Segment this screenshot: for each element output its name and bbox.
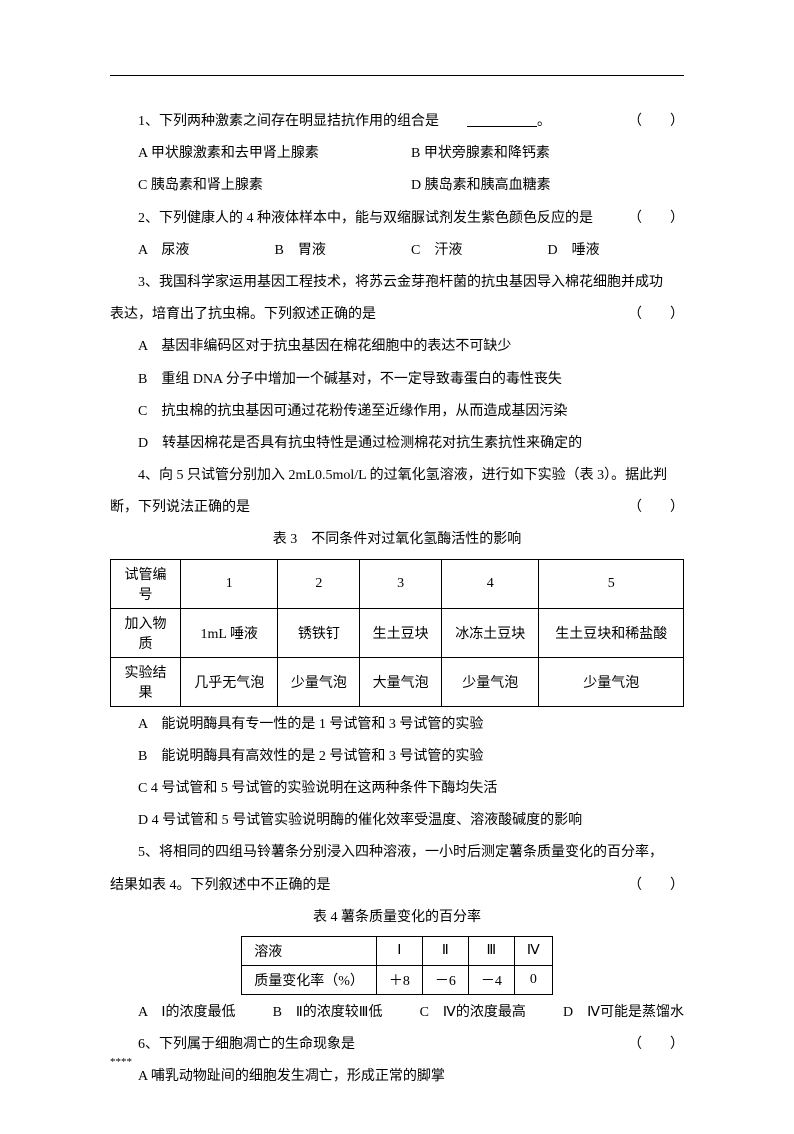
q5-opt-d: D Ⅳ可能是蒸馏水	[563, 997, 684, 1029]
q4-opt-b: B 能说明酶具有高效性的是 2 号试管和 3 号试管的实验	[110, 741, 684, 773]
q4-paren: （ ）	[628, 492, 684, 524]
q4-opt-a: A 能说明酶具有专一性的是 1 号试管和 3 号试管的实验	[110, 709, 684, 741]
q3-opt-a: A 基因非编码区对于抗虫基因在棉花细胞中的表达不可缺少	[110, 331, 684, 363]
q4-table-row-2: 实验结果 几乎无气泡 少量气泡 大量气泡 少量气泡 少量气泡	[111, 657, 684, 706]
q5-opt-a: A Ⅰ的浓度最低	[138, 997, 235, 1029]
q4-r2c4: 少量气泡	[441, 657, 538, 706]
q1-text-before: 1、下列两种激素之间存在明显拮抗作用的组合是	[138, 114, 439, 129]
q4-r1c4: 冰冻土豆块	[441, 608, 538, 657]
q5-table-row-1: 质量变化率（%） ＋8 －6 －4 0	[242, 965, 553, 994]
q6-paren: （ ）	[600, 1029, 684, 1061]
q4-r1c1: 1mL 唾液	[181, 608, 278, 657]
q5-r1c0: 质量变化率（%）	[242, 965, 377, 994]
q5-line2: 结果如表 4。下列叙述中不正确的是 （ ）	[110, 870, 684, 902]
q1-options-row2: C 胰岛素和肾上腺素 D 胰岛素和胰高血糖素	[110, 170, 684, 202]
q4-opt-c: C 4 号试管和 5 号试管的实验说明在这两种条件下酶均失活	[110, 773, 684, 805]
q5-r1c2: －6	[422, 965, 468, 994]
q3-opt-d: D 转基因棉花是否具有抗虫特性是通过检测棉花对抗生素抗性来确定的	[110, 428, 684, 460]
top-divider	[110, 75, 684, 76]
q2-text: 2、下列健康人的 4 种液体样本中，能与双缩脲试剂发生紫色颜色反应的是	[138, 211, 593, 226]
footer-mark: ****	[110, 1056, 132, 1068]
q4-th-1: 1	[181, 559, 278, 608]
q6-stem: 6、下列属于细胞凋亡的生命现象是 （ ）	[110, 1029, 684, 1061]
q2-stem: 2、下列健康人的 4 种液体样本中，能与双缩脲试剂发生紫色颜色反应的是 （ ）	[110, 203, 684, 235]
q5-paren: （ ）	[628, 870, 684, 902]
q6-opt-a: A 哺乳动物趾间的细胞发生凋亡，形成正常的脚掌	[110, 1061, 684, 1093]
q2-paren: （ ）	[600, 203, 684, 235]
q4-r2c2: 少量气泡	[278, 657, 360, 706]
q4-th-4: 4	[441, 559, 538, 608]
q2-opt-a: A 尿液	[138, 235, 275, 267]
q6-text: 6、下列属于细胞凋亡的生命现象是	[138, 1037, 355, 1052]
q4-line2: 断，下列说法正确的是 （ ）	[110, 492, 684, 524]
q5-line1: 5、将相同的四组马铃薯条分别浸入四种溶液，一小时后测定薯条质量变化的百分率，	[110, 837, 684, 869]
q2-opt-c: C 汗液	[411, 235, 548, 267]
q4-r2c1: 几乎无气泡	[181, 657, 278, 706]
q1-opt-a: A 甲状腺激素和去甲肾上腺素	[138, 138, 411, 170]
q2-opt-b: B 胃液	[275, 235, 412, 267]
q4-r1c0: 加入物质	[111, 608, 181, 657]
q4-table-header-row: 试管编号 1 2 3 4 5	[111, 559, 684, 608]
q4-th-2: 2	[278, 559, 360, 608]
q2-opt-d: D 唾液	[548, 235, 685, 267]
q1-blank	[439, 106, 537, 138]
q5-th-3: Ⅲ	[468, 936, 514, 965]
q4-table-caption: 表 3 不同条件对过氧化氢酶活性的影响	[110, 524, 684, 556]
q4-line1: 4、向 5 只试管分别加入 2mL0.5mol/L 的过氧化氢溶液，进行如下实验…	[110, 460, 684, 492]
q1-stem: 1、下列两种激素之间存在明显拮抗作用的组合是 。 （ ）	[110, 106, 684, 138]
q4-r1c3: 生土豆块	[360, 608, 442, 657]
q5-th-1: Ⅰ	[376, 936, 422, 965]
q4-r1c2: 锈铁钉	[278, 608, 360, 657]
q2-options-row: A 尿液 B 胃液 C 汗液 D 唾液	[110, 235, 684, 267]
q4-r2c3: 大量气泡	[360, 657, 442, 706]
q5-th-4: Ⅳ	[514, 936, 552, 965]
page-content: 1、下列两种激素之间存在明显拮抗作用的组合是 。 （ ） A 甲状腺激素和去甲肾…	[0, 0, 794, 1134]
q1-opt-c: C 胰岛素和肾上腺素	[138, 170, 411, 202]
q4-line2-text: 断，下列说法正确的是	[110, 500, 250, 515]
q4-table-row-1: 加入物质 1mL 唾液 锈铁钉 生土豆块 冰冻土豆块 生土豆块和稀盐酸	[111, 608, 684, 657]
q5-table-caption: 表 4 薯条质量变化的百分率	[110, 902, 684, 934]
q1-options-row1: A 甲状腺激素和去甲肾上腺素 B 甲状旁腺素和降钙素	[110, 138, 684, 170]
q5-r1c4: 0	[514, 965, 552, 994]
q1-paren: （ ）	[600, 106, 684, 138]
q1-text-after: 。	[537, 114, 551, 129]
q3-opt-c: C 抗虫棉的抗虫基因可通过花粉传递至近缘作用，从而造成基因污染	[110, 396, 684, 428]
q5-opt-c: C Ⅳ的浓度最高	[420, 997, 526, 1029]
q5-opt-b: B Ⅱ的浓度较Ⅲ低	[273, 997, 383, 1029]
q3-line2-text: 表达，培育出了抗虫棉。下列叙述正确的是	[110, 307, 376, 322]
q4-th-5: 5	[539, 559, 684, 608]
q4-r2c5: 少量气泡	[539, 657, 684, 706]
q4-table: 试管编号 1 2 3 4 5 加入物质 1mL 唾液 锈铁钉 生土豆块 冰冻土豆…	[110, 559, 684, 707]
q1-opt-b: B 甲状旁腺素和降钙素	[411, 138, 684, 170]
q5-line2-text: 结果如表 4。下列叙述中不正确的是	[110, 878, 331, 893]
q5-table: 溶液 Ⅰ Ⅱ Ⅲ Ⅳ 质量变化率（%） ＋8 －6 －4 0	[241, 936, 553, 995]
q3-line2: 表达，培育出了抗虫棉。下列叙述正确的是 （ ）	[110, 299, 684, 331]
q4-r1c5: 生土豆块和稀盐酸	[539, 608, 684, 657]
q3-paren: （ ）	[628, 299, 684, 331]
q4-th-3: 3	[360, 559, 442, 608]
q4-opt-d: D 4 号试管和 5 号试管实验说明酶的催化效率受温度、溶液酸碱度的影响	[110, 805, 684, 837]
q5-table-header-row: 溶液 Ⅰ Ⅱ Ⅲ Ⅳ	[242, 936, 553, 965]
q3-opt-b: B 重组 DNA 分子中增加一个碱基对，不一定导致毒蛋白的毒性丧失	[110, 364, 684, 396]
q4-r2c0: 实验结果	[111, 657, 181, 706]
q5-th-2: Ⅱ	[422, 936, 468, 965]
q1-opt-d: D 胰岛素和胰高血糖素	[411, 170, 684, 202]
q5-th-0: 溶液	[242, 936, 377, 965]
q5-r1c1: ＋8	[376, 965, 422, 994]
q5-r1c3: －4	[468, 965, 514, 994]
q4-th-0: 试管编号	[111, 559, 181, 608]
q3-line1: 3、我国科学家运用基因工程技术，将苏云金芽孢杆菌的抗虫基因导入棉花细胞并成功	[110, 267, 684, 299]
q5-options-row: A Ⅰ的浓度最低 B Ⅱ的浓度较Ⅲ低 C Ⅳ的浓度最高 D Ⅳ可能是蒸馏水	[110, 997, 684, 1029]
